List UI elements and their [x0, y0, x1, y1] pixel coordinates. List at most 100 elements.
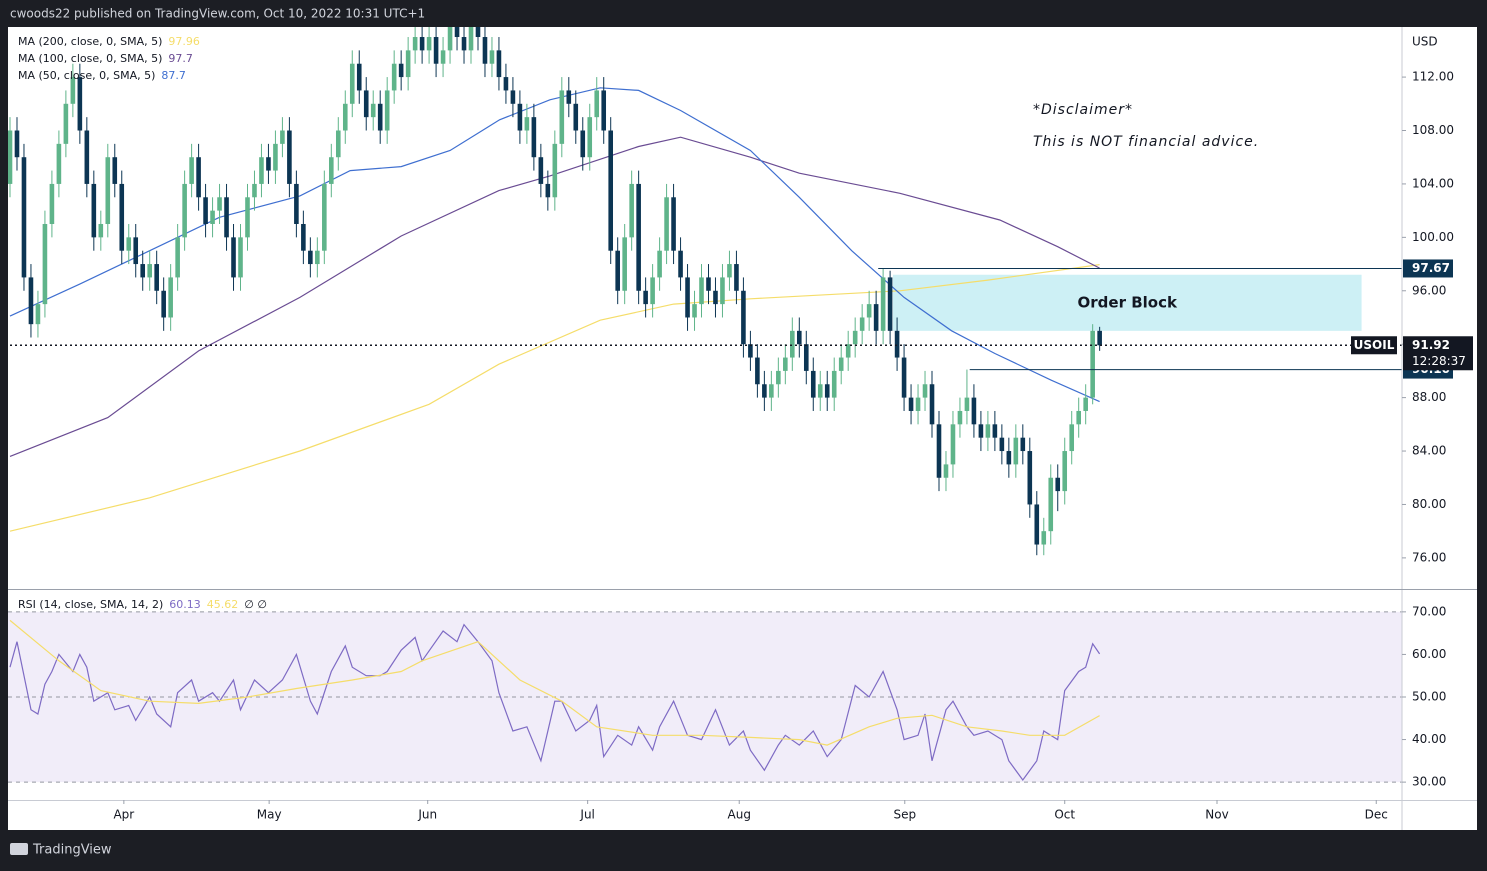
candle-body [377, 103, 383, 131]
candle-body [552, 143, 558, 198]
overlay: *Disclaimer* This is NOT financial advic… [18, 35, 1259, 611]
candle-body [252, 183, 257, 198]
candle-body [971, 397, 977, 425]
candle-body [398, 63, 404, 78]
candle-body [1062, 451, 1068, 492]
candle-body [322, 183, 327, 251]
candle-body [559, 90, 565, 144]
candle-body [964, 397, 970, 411]
candle-body [329, 157, 334, 184]
x-tick-label: Oct [1054, 808, 1075, 822]
candle-body [154, 264, 159, 291]
candle-body [77, 77, 83, 131]
candle-body [817, 384, 823, 398]
candle-body [1020, 437, 1026, 452]
symbol-tag [1351, 336, 1397, 355]
candle-body [748, 344, 753, 358]
candle-body [1041, 531, 1047, 545]
candle-body [405, 50, 411, 78]
candle-body [308, 250, 313, 265]
rsi-y-tick-label: 70.00 [1412, 604, 1446, 618]
candle-body [887, 277, 893, 331]
candle-body [224, 197, 229, 238]
candle-body [810, 370, 816, 398]
candle-body [203, 197, 208, 224]
candle-body [510, 90, 516, 104]
candle-body [950, 424, 956, 465]
last-price-tag [1403, 336, 1473, 371]
candle-body [706, 277, 711, 291]
y-tick-label: 108.00 [1412, 123, 1454, 137]
candle-body [671, 197, 676, 251]
rsi-legend-value: 60.13 [169, 598, 201, 611]
candle-body [755, 357, 760, 385]
moving-average-line [9, 264, 1100, 532]
candle-body [475, 27, 481, 38]
candle-body [943, 464, 949, 478]
rsi-line [9, 619, 1100, 746]
candle-body [161, 290, 166, 318]
candle-body [657, 250, 662, 278]
candle-body [133, 237, 139, 265]
candle-body [140, 264, 146, 278]
candle-body [629, 183, 634, 238]
x-tick-label: Sep [893, 808, 916, 822]
candle-body [315, 250, 320, 265]
candle-body [1083, 397, 1088, 411]
candle-body [196, 157, 201, 198]
candle-body [384, 90, 390, 131]
candle-body [63, 103, 69, 144]
disclaimer-text: This is NOT financial advice. [1033, 134, 1259, 150]
candle-body [91, 183, 97, 238]
candle-body [412, 37, 418, 51]
candle-body [545, 183, 551, 198]
candle-body [217, 197, 222, 211]
candle-body [538, 157, 544, 184]
candle-body [517, 103, 523, 131]
x-tick-label: Jun [417, 808, 437, 822]
candle-body [992, 424, 998, 438]
candle-body [363, 90, 369, 118]
candle-body [573, 103, 579, 131]
candle-body [245, 197, 250, 238]
candle-body [280, 130, 285, 144]
candle-body [692, 304, 697, 318]
candle-body [482, 37, 488, 64]
x-tick-label: Aug [728, 808, 751, 822]
y-tick-label: 76.00 [1412, 550, 1446, 564]
candle-body [727, 264, 732, 278]
candle-body [580, 130, 586, 158]
candle-body [1013, 437, 1019, 465]
candle-body [685, 277, 690, 318]
candle-body [664, 197, 669, 251]
candle-body [294, 183, 299, 224]
price-pane [8, 27, 1402, 556]
candle-body [349, 63, 355, 104]
y-tick-label: 96.00 [1412, 283, 1446, 297]
candle-body [880, 277, 886, 331]
candle-body [503, 77, 509, 91]
candle-body [901, 357, 907, 398]
candle-body [21, 157, 27, 278]
y-tick-label: 84.00 [1412, 444, 1446, 458]
candle-body [84, 130, 90, 184]
candle-body [301, 223, 306, 251]
candle-body [433, 37, 439, 64]
candle-body [908, 397, 914, 411]
candle-body [1069, 424, 1075, 452]
x-tick-label: May [257, 808, 282, 822]
candle-body [845, 344, 851, 358]
candle-body [70, 77, 76, 104]
candle-body [8, 130, 13, 184]
candle-body [866, 304, 872, 318]
candle-body [531, 117, 537, 158]
candle-body [356, 63, 362, 91]
candle-body [643, 290, 648, 305]
candle-body [35, 304, 41, 325]
level-tag-label: 97.67 [1412, 261, 1450, 275]
x-tick-label: Nov [1205, 808, 1228, 822]
candle-body [1006, 451, 1012, 465]
candle-body [1048, 477, 1054, 532]
candle-body [852, 330, 858, 345]
candle-body [210, 210, 215, 224]
